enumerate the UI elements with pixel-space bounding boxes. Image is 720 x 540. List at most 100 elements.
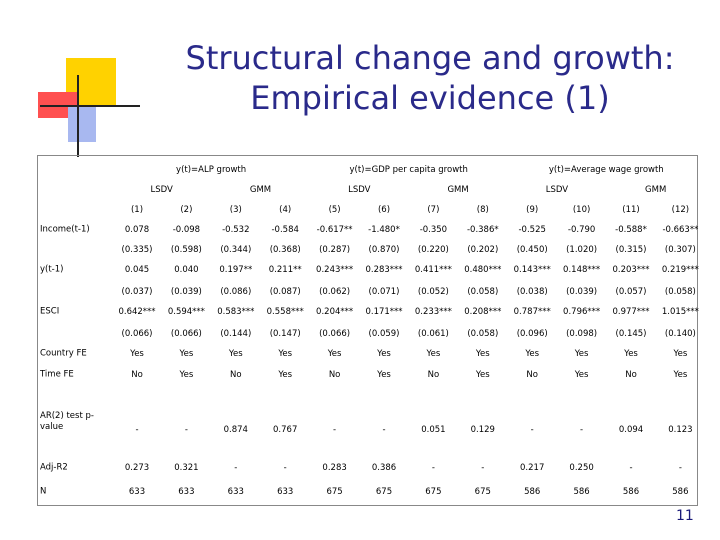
column-header: (12)	[671, 205, 690, 215]
cell: -	[135, 425, 139, 435]
cell: No	[625, 370, 637, 380]
cell: Yes	[377, 370, 391, 380]
cell: 675	[474, 487, 491, 497]
cell-se: (0.057)	[615, 287, 647, 297]
cell-se: (0.062)	[319, 287, 351, 297]
cell: -0.617**	[316, 225, 353, 235]
row-label: Time FE	[40, 369, 74, 380]
cell: 0.208***	[464, 307, 502, 317]
cell: -0.584	[271, 225, 299, 235]
cell: 586	[622, 487, 640, 497]
cell-se: (0.037)	[121, 287, 153, 297]
cell: -	[580, 425, 584, 435]
column-header: (4)	[279, 205, 292, 215]
row-label: Country FE	[40, 348, 87, 359]
cell-se: (0.096)	[516, 329, 548, 339]
cell: 0.203***	[612, 265, 650, 275]
cell-se: (0.052)	[417, 287, 449, 297]
cell-se: (0.220)	[417, 245, 449, 255]
cell-se: (0.307)	[664, 245, 696, 255]
cell: 675	[425, 487, 442, 497]
cell: 0.129	[470, 425, 495, 435]
cell-se: (0.098)	[566, 329, 598, 339]
cell: 633	[128, 487, 146, 497]
cell: Yes	[574, 370, 589, 380]
cell-se: (0.450)	[516, 245, 548, 255]
cell: No	[131, 370, 143, 380]
cell: 0.321	[174, 463, 199, 473]
cell: 633	[178, 487, 195, 497]
cell: 0.217	[520, 463, 545, 473]
cell: Yes	[179, 370, 194, 380]
title-line: Structural change and growth:	[185, 39, 675, 77]
cell: 0.283***	[365, 265, 403, 275]
cell: 0.411***	[414, 265, 452, 275]
column-header: (10)	[572, 205, 591, 215]
group-header: y(t)=Average wage growth	[548, 165, 664, 175]
cell-se: (0.344)	[220, 245, 252, 255]
cell: -1.480*	[368, 225, 400, 235]
title-line: Empirical evidence (1)	[250, 79, 610, 117]
cell-se: (0.058)	[467, 287, 499, 297]
cell: 0.204***	[316, 307, 354, 317]
cell: -	[283, 463, 287, 473]
cell-se: (0.038)	[516, 287, 548, 297]
cell: Yes	[475, 349, 490, 359]
cell: -	[530, 425, 534, 435]
cell-se: (0.335)	[121, 245, 153, 255]
table-border-right	[697, 155, 698, 505]
cell: Yes	[278, 370, 293, 380]
column-header: (11)	[622, 205, 640, 215]
cell-se: (0.039)	[566, 287, 598, 297]
cell: 1.015***	[661, 307, 699, 317]
cell-se: (0.058)	[467, 329, 499, 339]
row-label: y(t-1)	[40, 264, 64, 275]
cell: 0.148***	[563, 265, 601, 275]
cell-se: (0.058)	[664, 287, 696, 297]
cell: 0.219***	[661, 265, 699, 275]
method-header: LSDV	[545, 185, 569, 195]
cell: Yes	[327, 349, 342, 359]
cell: Yes	[574, 349, 589, 359]
column-header: (1)	[130, 205, 144, 215]
cell: -0.386*	[466, 225, 499, 235]
cell-se: (0.061)	[417, 329, 449, 339]
cell: Yes	[377, 349, 391, 359]
column-header: (7)	[427, 205, 440, 215]
cell: Yes	[673, 349, 688, 359]
row-label: Income(t-1)	[40, 224, 90, 235]
page-number: 11	[676, 508, 694, 524]
cell: Yes	[525, 349, 540, 359]
cell: 0.143***	[513, 265, 551, 275]
cell: -	[234, 463, 238, 473]
cell: 0.283	[322, 463, 347, 473]
cell-se: (0.071)	[368, 287, 400, 297]
table-border-left	[37, 155, 38, 505]
cell: 0.123	[668, 425, 693, 435]
cell: 0.250	[569, 463, 594, 473]
cell: -	[382, 425, 386, 435]
cell: 0.045	[124, 265, 150, 275]
cell: -0.350	[419, 225, 448, 235]
cell-se: (1.020)	[566, 245, 598, 255]
cell-se: (0.039)	[170, 287, 202, 297]
cell: 675	[375, 487, 393, 497]
cell-se: (0.147)	[269, 329, 301, 339]
cell: Yes	[130, 349, 144, 359]
cell: 633	[227, 487, 244, 497]
cell: 0.874	[223, 425, 248, 435]
cell: 0.078	[124, 225, 150, 235]
column-header: (5)	[328, 205, 341, 215]
cell-se: (0.066)	[170, 329, 202, 339]
cell-se: (0.598)	[170, 245, 202, 255]
method-header: LSDV	[150, 185, 173, 195]
cell: 586	[573, 487, 590, 497]
cell: No	[328, 370, 341, 380]
cell-se: (0.066)	[319, 329, 351, 339]
cell: 0.642***	[118, 307, 156, 317]
cell: 0.767	[273, 425, 298, 435]
cell: -0.790	[567, 225, 596, 235]
cell: 586	[672, 487, 689, 497]
title: Structural change and growth: Empirical …	[140, 38, 720, 118]
cell: Yes	[624, 349, 638, 359]
